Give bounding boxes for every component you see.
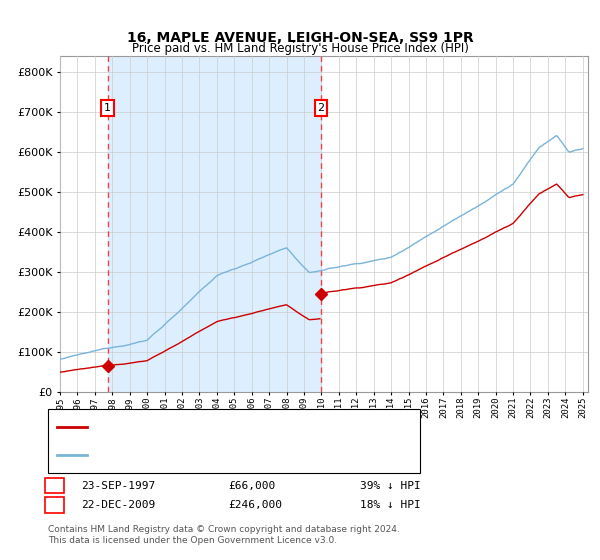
Text: 16, MAPLE AVENUE, LEIGH-ON-SEA, SS9 1PR (detached house): 16, MAPLE AVENUE, LEIGH-ON-SEA, SS9 1PR … (93, 422, 419, 432)
Text: 16, MAPLE AVENUE, LEIGH-ON-SEA, SS9 1PR: 16, MAPLE AVENUE, LEIGH-ON-SEA, SS9 1PR (127, 31, 473, 45)
Text: 22-DEC-2009: 22-DEC-2009 (81, 500, 155, 510)
Text: Contains HM Land Registry data © Crown copyright and database right 2024.
This d: Contains HM Land Registry data © Crown c… (48, 525, 400, 545)
Text: 2: 2 (317, 103, 325, 113)
Text: 18% ↓ HPI: 18% ↓ HPI (360, 500, 421, 510)
Bar (107, 56, 321, 392)
Text: Price paid vs. HM Land Registry's House Price Index (HPI): Price paid vs. HM Land Registry's House … (131, 42, 469, 55)
Text: HPI: Average price, detached house, Southend-on-Sea: HPI: Average price, detached house, Sout… (93, 450, 376, 460)
Text: 2: 2 (51, 500, 58, 510)
Text: 39% ↓ HPI: 39% ↓ HPI (360, 480, 421, 491)
Text: 1: 1 (104, 103, 111, 113)
Text: 23-SEP-1997: 23-SEP-1997 (81, 480, 155, 491)
Text: £246,000: £246,000 (228, 500, 282, 510)
Text: £66,000: £66,000 (228, 480, 275, 491)
Text: 1: 1 (51, 480, 58, 491)
